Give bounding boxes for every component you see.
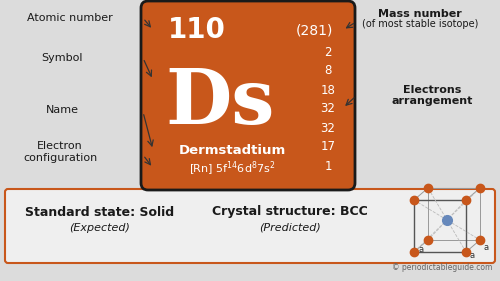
Text: 1: 1: [324, 160, 332, 173]
FancyBboxPatch shape: [141, 1, 355, 190]
Text: (281): (281): [296, 23, 333, 37]
Text: Ds: Ds: [166, 66, 274, 140]
Text: a: a: [483, 243, 488, 252]
Text: Electrons: Electrons: [403, 85, 461, 95]
Text: Name: Name: [46, 105, 78, 115]
Text: (Expected): (Expected): [70, 223, 130, 233]
Text: (Predicted): (Predicted): [259, 223, 321, 233]
Text: 8: 8: [324, 65, 332, 78]
Text: Mass number: Mass number: [378, 9, 462, 19]
Text: Dermstadtium: Dermstadtium: [178, 144, 286, 157]
FancyBboxPatch shape: [5, 189, 495, 263]
Text: Atomic number: Atomic number: [27, 13, 113, 23]
Text: a: a: [418, 245, 424, 254]
Text: 2: 2: [324, 46, 332, 58]
Text: 32: 32: [320, 121, 336, 135]
Text: arrangement: arrangement: [392, 96, 472, 106]
Text: Crystal structure: BCC: Crystal structure: BCC: [212, 205, 368, 219]
Text: (of most stable isotope): (of most stable isotope): [362, 19, 478, 29]
Text: 18: 18: [320, 83, 336, 96]
Text: 17: 17: [320, 140, 336, 153]
Text: Symbol: Symbol: [41, 53, 83, 63]
Text: a: a: [469, 251, 474, 260]
Text: Standard state: Solid: Standard state: Solid: [26, 205, 174, 219]
Text: [Rn] 5f$^{14}$6d$^{8}$7s$^{2}$: [Rn] 5f$^{14}$6d$^{8}$7s$^{2}$: [188, 160, 276, 178]
Text: © periodictableguide.com: © periodictableguide.com: [392, 263, 492, 272]
Text: 32: 32: [320, 103, 336, 115]
Text: Electron
configuration: Electron configuration: [23, 141, 97, 163]
Text: 110: 110: [168, 16, 226, 44]
